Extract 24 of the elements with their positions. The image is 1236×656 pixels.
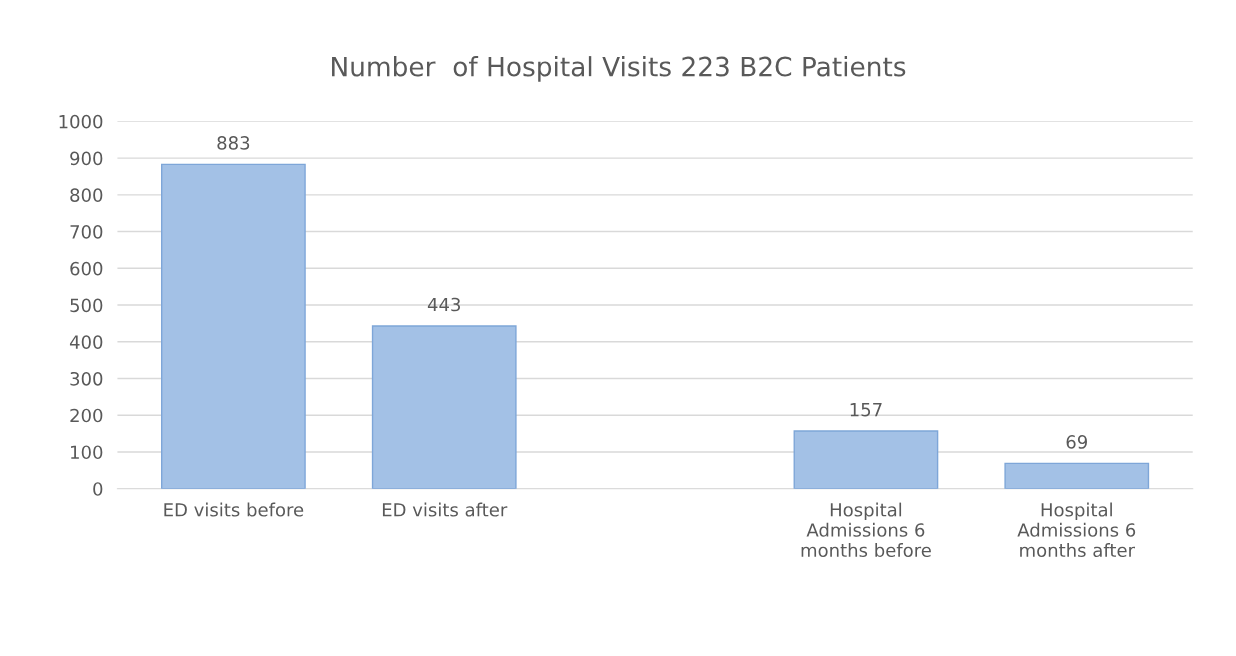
bar [371, 325, 517, 489]
chart-title: Number of Hospital Visits 223 B2C Patients [332, 56, 906, 82]
y-tick-label: 800 [70, 188, 103, 202]
bar [161, 163, 306, 489]
y-tick-label: 0 [93, 482, 103, 496]
data-label: 69 [1066, 435, 1087, 449]
x-tick-label: ED visits before [164, 502, 304, 517]
x-tick-label: Hospital Admissions 6 months before [801, 502, 931, 558]
y-tick-label: 900 [70, 151, 103, 166]
y-tick-label: 500 [70, 298, 103, 313]
y-tick-label: 700 [70, 225, 103, 239]
y-tick-label: 400 [69, 335, 103, 349]
bar [793, 430, 939, 489]
x-tick-label: ED visits after [382, 502, 508, 517]
y-tick-label: 200 [70, 408, 103, 423]
data-label: 157 [850, 403, 882, 417]
y-tick-label: 100 [71, 445, 103, 460]
x-tick-label: Hospital Admissions 6 months after [1017, 502, 1136, 558]
y-tick-label: 600 [70, 261, 103, 276]
data-label: 883 [217, 136, 250, 150]
y-tick-label: 300 [70, 371, 103, 386]
y-tick-label: 1000 [59, 114, 103, 129]
data-label: 443 [427, 297, 461, 312]
bar [1004, 462, 1150, 489]
